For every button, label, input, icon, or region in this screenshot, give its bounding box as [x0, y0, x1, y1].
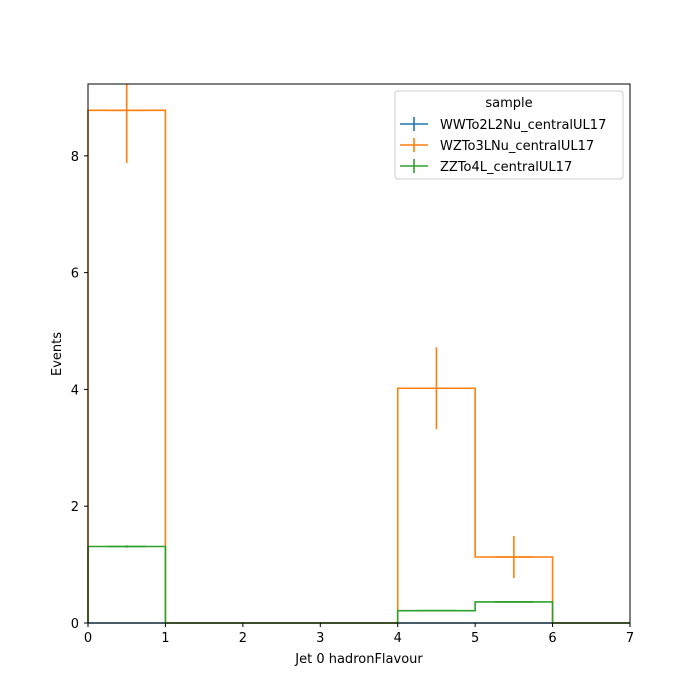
- legend-title: sample: [485, 96, 532, 111]
- legend-entry-1: WZTo3LNu_centralUL17: [400, 138, 594, 154]
- y-tick-label-4: 8: [71, 150, 79, 165]
- plot-frame: [87, 83, 631, 624]
- legend-entry-2: ZZTo4L_centralUL17: [400, 159, 572, 175]
- x-tick-label-6: 6: [548, 631, 556, 646]
- legend-entry-0: WWTo2L2Nu_centralUL17: [400, 117, 606, 133]
- x-tick-label-3: 3: [316, 631, 324, 646]
- legend-label-0: WWTo2L2Nu_centralUL17: [440, 118, 606, 133]
- x-tick-label-0: 0: [84, 631, 92, 646]
- x-tick-label-1: 1: [161, 631, 169, 646]
- legend-box: [394, 90, 624, 180]
- axis-ticks: 0 1 2 3 4 5 6 7 0 2 4 6 8: [71, 150, 634, 646]
- legend-label-1: WZTo3LNu_centralUL17: [440, 139, 594, 154]
- y-tick-label-2: 4: [71, 383, 79, 398]
- y-tick-label-0: 0: [71, 617, 79, 632]
- x-tick-label-5: 5: [471, 631, 479, 646]
- y-axis-label: Events: [50, 332, 65, 376]
- x-axis-label: Jet 0 hadronFlavour: [294, 652, 423, 667]
- legend-label-2: ZZTo4L_centralUL17: [440, 160, 572, 175]
- x-tick-label-2: 2: [239, 631, 247, 646]
- x-tick-label-7: 7: [626, 631, 634, 646]
- y-tick-label-1: 2: [71, 500, 79, 515]
- y-tick-label-3: 6: [71, 267, 79, 282]
- legend: sample WWTo2L2Nu_centralUL17 WZTo3LNu_cen…: [394, 90, 624, 180]
- x-tick-label-4: 4: [394, 631, 402, 646]
